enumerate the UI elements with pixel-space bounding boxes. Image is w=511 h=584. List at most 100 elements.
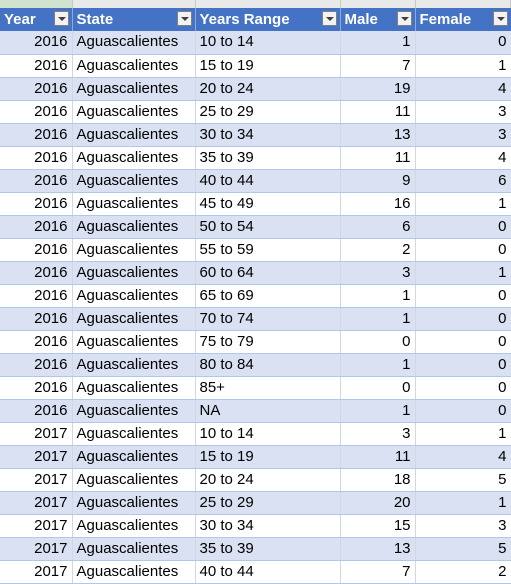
cell-years-range[interactable]: 10 to 14 xyxy=(195,422,341,446)
cell-years-range[interactable]: 25 to 29 xyxy=(195,491,341,515)
cell-year[interactable]: 2016 xyxy=(0,284,73,308)
cell-female[interactable]: 5 xyxy=(415,468,511,492)
cell-year[interactable]: 2016 xyxy=(0,307,73,331)
cell-female[interactable]: 1 xyxy=(415,261,511,285)
cell-female[interactable]: 1 xyxy=(415,192,511,216)
cell-female[interactable]: 2 xyxy=(415,560,511,584)
cell-year[interactable]: 2016 xyxy=(0,169,73,193)
cell-years-range[interactable]: NA xyxy=(195,399,341,423)
filter-dropdown-icon[interactable] xyxy=(176,11,192,26)
header-cell-male[interactable]: Male xyxy=(340,8,416,31)
cell-male[interactable]: 9 xyxy=(340,169,416,193)
cell-male[interactable]: 18 xyxy=(340,468,416,492)
cell-male[interactable]: 11 xyxy=(340,100,416,124)
cell-year[interactable]: 2016 xyxy=(0,77,73,101)
cell-year[interactable]: 2016 xyxy=(0,100,73,124)
cell-state[interactable]: Aguascalientes xyxy=(72,560,196,584)
cell-state[interactable]: Aguascalientes xyxy=(72,31,196,55)
cell-year[interactable]: 2017 xyxy=(0,560,73,584)
cell-state[interactable]: Aguascalientes xyxy=(72,284,196,308)
cell-year[interactable]: 2016 xyxy=(0,238,73,262)
cell-male[interactable]: 1 xyxy=(340,307,416,331)
cell-years-range[interactable]: 35 to 39 xyxy=(195,146,341,170)
cell-years-range[interactable]: 10 to 14 xyxy=(195,31,341,55)
cell-male[interactable]: 7 xyxy=(340,560,416,584)
cell-male[interactable]: 6 xyxy=(340,215,416,239)
cell-year[interactable]: 2016 xyxy=(0,376,73,400)
cell-state[interactable]: Aguascalientes xyxy=(72,238,196,262)
cell-state[interactable]: Aguascalientes xyxy=(72,169,196,193)
cell-state[interactable]: Aguascalientes xyxy=(72,123,196,147)
header-cell-state[interactable]: State xyxy=(72,8,196,31)
cell-female[interactable]: 0 xyxy=(415,284,511,308)
cell-state[interactable]: Aguascalientes xyxy=(72,77,196,101)
filter-dropdown-icon[interactable] xyxy=(321,11,337,26)
cell-female[interactable]: 0 xyxy=(415,376,511,400)
cell-year[interactable]: 2017 xyxy=(0,422,73,446)
cell-year[interactable]: 2016 xyxy=(0,399,73,423)
cell-male[interactable]: 0 xyxy=(340,330,416,354)
cell-state[interactable]: Aguascalientes xyxy=(72,261,196,285)
cell-female[interactable]: 3 xyxy=(415,123,511,147)
cell-year[interactable]: 2016 xyxy=(0,31,73,55)
cell-female[interactable]: 0 xyxy=(415,307,511,331)
cell-years-range[interactable]: 45 to 49 xyxy=(195,192,341,216)
cell-years-range[interactable]: 30 to 34 xyxy=(195,123,341,147)
cell-years-range[interactable]: 20 to 24 xyxy=(195,77,341,101)
cell-female[interactable]: 0 xyxy=(415,330,511,354)
cell-years-range[interactable]: 30 to 34 xyxy=(195,514,341,538)
cell-state[interactable]: Aguascalientes xyxy=(72,146,196,170)
cell-female[interactable]: 4 xyxy=(415,77,511,101)
cell-years-range[interactable]: 75 to 79 xyxy=(195,330,341,354)
cell-years-range[interactable]: 80 to 84 xyxy=(195,353,341,377)
cell-state[interactable]: Aguascalientes xyxy=(72,422,196,446)
cell-year[interactable]: 2017 xyxy=(0,514,73,538)
cell-female[interactable]: 1 xyxy=(415,422,511,446)
cell-female[interactable]: 4 xyxy=(415,146,511,170)
cell-state[interactable]: Aguascalientes xyxy=(72,192,196,216)
cell-state[interactable]: Aguascalientes xyxy=(72,514,196,538)
cell-female[interactable]: 0 xyxy=(415,31,511,55)
cell-male[interactable]: 3 xyxy=(340,261,416,285)
cell-male[interactable]: 19 xyxy=(340,77,416,101)
cell-female[interactable]: 0 xyxy=(415,399,511,423)
cell-male[interactable]: 20 xyxy=(340,491,416,515)
cell-state[interactable]: Aguascalientes xyxy=(72,537,196,561)
cell-state[interactable]: Aguascalientes xyxy=(72,54,196,78)
cell-year[interactable]: 2017 xyxy=(0,445,73,469)
cell-years-range[interactable]: 40 to 44 xyxy=(195,169,341,193)
cell-year[interactable]: 2017 xyxy=(0,468,73,492)
cell-male[interactable]: 1 xyxy=(340,31,416,55)
cell-year[interactable]: 2016 xyxy=(0,146,73,170)
cell-years-range[interactable]: 35 to 39 xyxy=(195,537,341,561)
cell-male[interactable]: 13 xyxy=(340,537,416,561)
filter-dropdown-icon[interactable] xyxy=(53,11,69,26)
cell-year[interactable]: 2016 xyxy=(0,123,73,147)
header-cell-years-range[interactable]: Years Range xyxy=(195,8,341,31)
cell-female[interactable]: 1 xyxy=(415,54,511,78)
cell-years-range[interactable]: 50 to 54 xyxy=(195,215,341,239)
cell-female[interactable]: 3 xyxy=(415,514,511,538)
cell-years-range[interactable]: 25 to 29 xyxy=(195,100,341,124)
cell-state[interactable]: Aguascalientes xyxy=(72,376,196,400)
header-cell-female[interactable]: Female xyxy=(415,8,511,31)
cell-years-range[interactable]: 65 to 69 xyxy=(195,284,341,308)
header-cell-year[interactable]: Year xyxy=(0,8,73,31)
cell-state[interactable]: Aguascalientes xyxy=(72,491,196,515)
cell-male[interactable]: 11 xyxy=(340,445,416,469)
cell-years-range[interactable]: 60 to 64 xyxy=(195,261,341,285)
cell-male[interactable]: 0 xyxy=(340,376,416,400)
cell-male[interactable]: 1 xyxy=(340,353,416,377)
cell-year[interactable]: 2016 xyxy=(0,54,73,78)
cell-male[interactable]: 16 xyxy=(340,192,416,216)
cell-male[interactable]: 13 xyxy=(340,123,416,147)
cell-state[interactable]: Aguascalientes xyxy=(72,307,196,331)
cell-female[interactable]: 1 xyxy=(415,491,511,515)
cell-year[interactable]: 2016 xyxy=(0,330,73,354)
cell-female[interactable]: 0 xyxy=(415,353,511,377)
cell-male[interactable]: 3 xyxy=(340,422,416,446)
cell-female[interactable]: 4 xyxy=(415,445,511,469)
cell-year[interactable]: 2017 xyxy=(0,537,73,561)
cell-years-range[interactable]: 55 to 59 xyxy=(195,238,341,262)
cell-male[interactable]: 1 xyxy=(340,399,416,423)
